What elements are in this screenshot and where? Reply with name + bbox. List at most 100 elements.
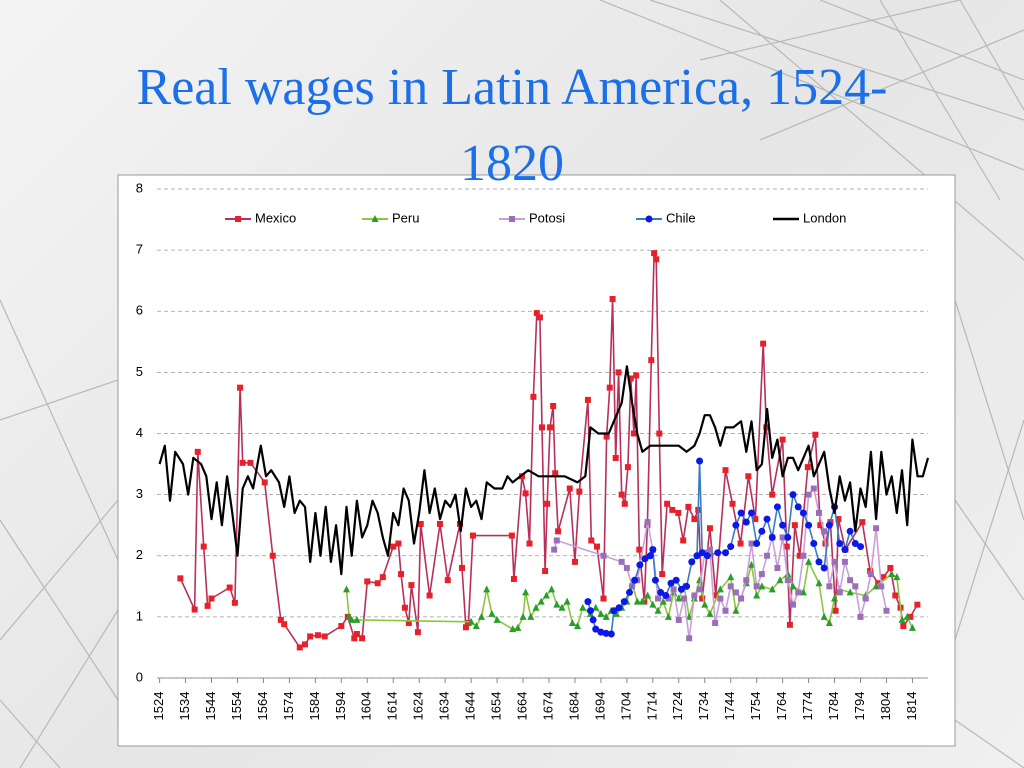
data-point (768, 533, 776, 541)
data-point (893, 573, 901, 581)
data-point (738, 595, 745, 602)
data-point (208, 595, 215, 602)
data-point (831, 594, 839, 602)
data-point (488, 609, 496, 617)
legend-label: London (803, 210, 846, 225)
data-point (825, 521, 833, 529)
data-point (907, 613, 914, 620)
data-point (646, 552, 654, 560)
data-point (892, 592, 899, 599)
x-tick-label: 1764 (774, 692, 789, 721)
data-point (832, 607, 839, 614)
data-point (493, 615, 501, 623)
data-point (857, 543, 865, 551)
data-point (742, 518, 750, 526)
data-point (226, 584, 233, 591)
legend-label: Peru (392, 210, 419, 225)
x-tick-label: 1644 (463, 692, 478, 721)
data-point (610, 607, 618, 615)
data-point (795, 589, 802, 596)
data-point (348, 615, 356, 623)
data-point (753, 540, 761, 548)
data-point (698, 549, 706, 557)
x-tick-label: 1574 (281, 692, 296, 721)
x-tick-label: 1604 (359, 692, 374, 721)
data-point (514, 623, 522, 631)
data-point (621, 500, 628, 507)
data-point (691, 592, 698, 599)
data-point (789, 491, 797, 499)
data-point (568, 618, 576, 626)
data-point (794, 503, 802, 511)
data-point (768, 585, 776, 593)
data-point (825, 618, 833, 626)
y-tick-label: 5 (136, 364, 143, 379)
data-point (846, 527, 854, 535)
data-point (758, 527, 766, 535)
data-point (820, 564, 828, 572)
data-point (537, 597, 545, 605)
data-point (683, 582, 691, 590)
data-point (722, 467, 729, 474)
data-point (472, 622, 480, 630)
data-point (483, 585, 491, 593)
data-point (872, 582, 880, 590)
data-point (405, 619, 412, 626)
data-point (717, 595, 724, 602)
data-point (817, 522, 824, 529)
data-point (542, 568, 549, 575)
data-point (654, 606, 662, 614)
data-point (888, 570, 896, 578)
data-point (338, 623, 345, 630)
data-point (191, 606, 198, 613)
data-point (600, 552, 607, 559)
data-point (662, 591, 670, 599)
data-point (536, 314, 543, 321)
series-line (158, 365, 930, 576)
data-point (810, 540, 818, 548)
data-point (675, 509, 682, 516)
legend-label: Mexico (255, 210, 296, 225)
data-point (607, 630, 615, 638)
x-tick-label: 1654 (489, 692, 504, 721)
data-point (522, 490, 529, 497)
data-point (875, 580, 882, 587)
data-point (606, 384, 613, 391)
data-point (805, 557, 813, 565)
data-point (584, 598, 592, 606)
data-point (414, 629, 421, 636)
data-point (314, 632, 321, 639)
data-point (609, 296, 616, 303)
data-point (417, 520, 424, 527)
data-point (633, 372, 640, 379)
data-point (625, 588, 633, 596)
x-tick-label: 1554 (229, 692, 244, 721)
y-tick-label: 8 (136, 180, 143, 195)
data-point (588, 537, 595, 544)
data-point (846, 588, 854, 596)
data-point (852, 583, 859, 590)
data-point (784, 533, 792, 541)
data-point (651, 576, 659, 584)
data-point (612, 454, 619, 461)
x-tick-label: 1534 (177, 692, 192, 721)
data-point (791, 522, 798, 529)
y-tick-label: 7 (136, 242, 143, 257)
data-point (633, 597, 641, 605)
x-tick-label: 1784 (826, 692, 841, 721)
data-point (747, 509, 755, 517)
x-tick-label: 1614 (385, 692, 400, 721)
data-point (553, 537, 560, 544)
y-tick-label: 6 (136, 303, 143, 318)
data-point (675, 594, 683, 602)
data-point (812, 431, 819, 438)
data-point (764, 552, 771, 559)
data-point (519, 612, 527, 620)
data-point (665, 595, 672, 602)
data-point (395, 540, 402, 547)
data-point (620, 598, 628, 606)
data-point (615, 604, 623, 612)
x-tick-label: 1674 (540, 692, 555, 721)
data-point (624, 464, 631, 471)
